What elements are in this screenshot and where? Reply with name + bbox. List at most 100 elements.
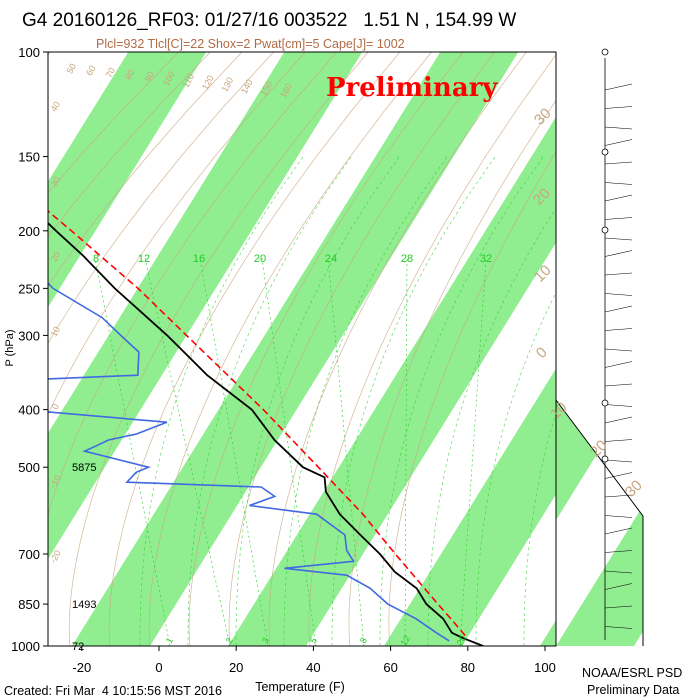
adiabat-label-top: 70 [104,66,118,80]
dry-adiabat [188,52,464,646]
adiabat-label-top: 90 [143,70,157,84]
mixing-ratio-line [94,257,171,646]
adiabat-label-left: 20 [49,250,63,264]
adiabat-label-left: 10 [49,325,63,339]
mixing-ratio-bottom-label: 5 [308,636,319,645]
y-tick-label: 150 [18,150,40,165]
mixing-ratio-bottom-label: 1 [164,636,175,645]
x-tick-label: 20 [229,660,243,675]
calm-wind-circle [601,399,609,407]
x-tick-label: 40 [306,660,320,675]
dry-adiabat [148,52,432,646]
calm-wind-circle [601,455,609,463]
wind-barb [604,126,633,130]
moist-adiabat [187,156,352,646]
wind-barb [604,250,633,257]
mixing-ratio-label: 32 [480,253,492,265]
y-tick-label: 250 [18,281,40,296]
temperature-profile-line [48,221,484,646]
wind-barb [604,472,633,479]
watermark: Preliminary [326,73,498,103]
wind-barb [604,237,633,241]
wind-barb [604,605,633,609]
plot-frame [47,51,557,647]
mixing-ratio-bottom-label: 3 [260,636,271,645]
isotherm-band [696,52,700,646]
height-label: 5875 [72,462,96,474]
x-tick-label: 80 [461,660,475,675]
mixing-ratio-line [144,257,231,646]
mixing-ratio-label: 16 [193,253,205,265]
isotherm-band [48,52,207,308]
y-tick-label: 500 [18,460,40,475]
wind-barb [604,515,633,518]
x-axis-label: Temperature (F) [255,680,345,694]
side-panel-frame [555,399,644,646]
dry-adiabat [268,52,527,646]
side-band [556,52,643,646]
y-tick-label: 850 [18,597,40,612]
moist-adiabat [139,156,304,646]
wind-barb [604,626,633,629]
wind-barb [604,494,633,498]
wind-barb [604,416,633,424]
height-label: 1493 [72,599,96,611]
chart-title: G4 20160126_RF03: 01/27/16 003522 1.51 N… [22,10,517,31]
wind-barb [604,305,633,313]
mixing-ratio-bottom-label: 2 [224,636,235,645]
wind-barb [604,404,633,407]
isotherm-band [48,52,51,56]
dry-adiabat [48,52,337,517]
x-tick-label: 100 [534,660,556,675]
wind-barb [604,570,633,574]
parcel-profile-line [48,210,466,637]
x-tick-label: 60 [383,660,397,675]
wind-barb [604,459,633,463]
calm-wind-circle [601,226,609,234]
isotherm-band [72,52,519,646]
isotherm-band [48,52,363,559]
y-tick-label: 400 [18,403,40,418]
adiabat-label-top: 80 [123,68,137,82]
moist-adiabat [379,156,544,646]
wind-barb [604,527,633,535]
adiabat-label-top: 140 [239,78,255,96]
mixing-ratio-line [199,257,269,646]
wind-barb [604,139,633,146]
adiabat-label-top: 130 [219,76,235,94]
credit-line-2: Preliminary Data [587,683,680,697]
wind-barb [604,328,633,331]
wind-barb [604,439,633,442]
credit-line-1: NOAA/ESRL PSD [582,666,683,680]
adiabat-label-top: 120 [200,74,216,92]
dry-adiabat [68,52,369,646]
moist-adiabat [283,156,448,646]
isotherm-band [384,368,556,646]
mixing-ratio-label: 12 [138,253,150,265]
adiabat-label-left: 40 [49,100,63,114]
moist-adiabat [331,156,496,646]
wind-barb [604,106,633,109]
chart-subtitle: Plcl=932 Tlcl[C]=22 Shox=2 Pwat[cm]=5 Ca… [96,37,405,51]
x-tick-label: 0 [155,660,162,675]
y-tick-label: 300 [18,328,40,343]
created-timestamp: Created: Fri Mar 4 10:15:56 MST 2016 [4,684,222,698]
dry-adiabat [228,52,495,646]
moist-adiabat [427,207,556,646]
mixing-ratio-bottom-label: 8 [358,636,369,645]
mixing-ratio-label: 8 [93,253,99,265]
wind-barb [604,583,633,590]
wind-barb [604,194,633,202]
wetbulb-label: 30 [622,477,646,501]
wind-barb [604,83,633,91]
dry-adiabat [48,52,274,344]
wind-barb [604,161,633,165]
dry-adiabat [348,99,556,646]
wetbulb-label: 0 [533,344,551,362]
moist-adiabat [475,291,556,646]
wind-barb [604,550,633,553]
wind-barb [604,182,633,185]
wind-barb [604,383,633,387]
dry-adiabat [108,52,401,646]
